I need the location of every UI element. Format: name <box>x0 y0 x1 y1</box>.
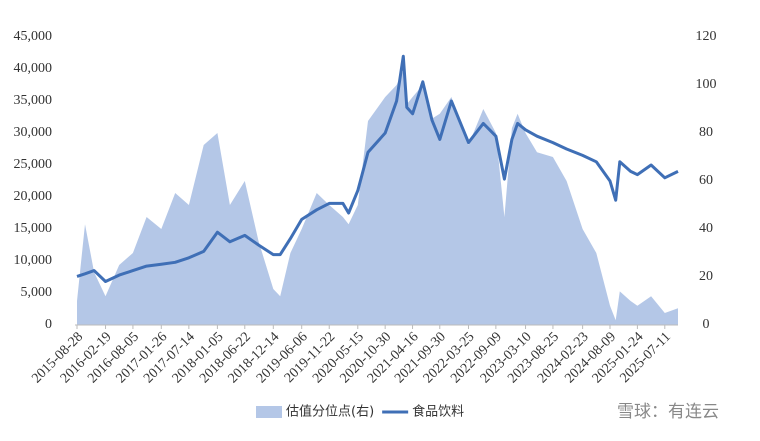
legend-label: 食品饮料 <box>412 404 464 420</box>
y-tick-label: 10,000 <box>14 253 53 268</box>
y2-tick-label: 20 <box>699 269 713 284</box>
y-tick-label: 25,000 <box>14 157 53 172</box>
area <box>77 70 678 325</box>
y2-tick-label: 80 <box>699 125 713 140</box>
y-tick-label: 15,000 <box>14 221 53 236</box>
y-tick-label: 30,000 <box>14 125 53 140</box>
y2-tick-label: 100 <box>696 77 717 92</box>
y2-tick-label: 60 <box>699 173 713 188</box>
y2-tick-label: 120 <box>696 29 717 44</box>
y-tick-label: 20,000 <box>14 189 53 204</box>
line <box>76 54 679 283</box>
y-tick-label: 40,000 <box>14 61 53 76</box>
legend-swatch <box>256 406 282 418</box>
y-tick-label: 0 <box>45 317 52 332</box>
y-tick-label: 45,000 <box>14 29 53 44</box>
watermark: 雪球：有连云 <box>617 402 719 422</box>
legend-label: 估值分位点(右) <box>286 404 374 420</box>
y-tick-label: 35,000 <box>14 93 53 108</box>
y-tick-label: 5,000 <box>21 285 53 300</box>
y2-tick-label: 0 <box>703 317 710 332</box>
y2-tick-label: 40 <box>699 221 713 236</box>
